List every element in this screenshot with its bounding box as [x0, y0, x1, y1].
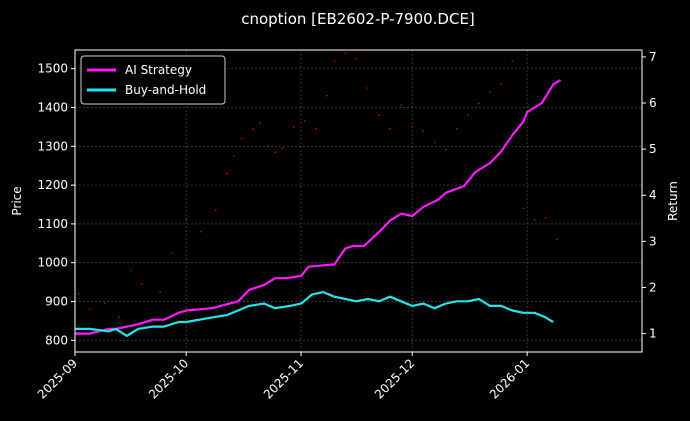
price-point	[118, 316, 121, 318]
price-point	[326, 94, 328, 97]
price-point	[522, 207, 525, 210]
price-point	[159, 290, 162, 293]
series-lines	[75, 79, 562, 337]
series-line-buy-and-hold	[75, 291, 554, 337]
legend-label-buy-and-hold: Buy-and-Hold	[125, 83, 206, 97]
price-point	[455, 127, 458, 130]
price-point	[400, 104, 403, 107]
price-point	[303, 120, 306, 122]
price-point	[366, 87, 369, 89]
y2-tick-label: 5	[649, 142, 657, 156]
price-point	[226, 172, 228, 175]
price-point	[444, 149, 447, 152]
y2-tick-label: 2	[649, 280, 657, 294]
y2-tick-label: 7	[649, 50, 657, 64]
price-point	[233, 155, 236, 157]
price-point	[140, 283, 143, 285]
price-point	[533, 219, 536, 221]
price-point	[466, 114, 469, 117]
price-point	[422, 129, 425, 132]
price-point	[170, 252, 173, 254]
price-point	[544, 217, 547, 219]
y-axis-right: 1 2 3 4 5 6 7	[642, 50, 657, 341]
price-point	[274, 151, 277, 153]
price-point	[88, 308, 91, 311]
price-point	[344, 52, 347, 55]
y2-tick-label: 3	[649, 234, 657, 248]
price-point	[489, 91, 491, 93]
price-point	[333, 59, 336, 62]
price-point	[377, 114, 380, 117]
price-point	[500, 83, 503, 86]
price-point	[411, 125, 414, 128]
price-point	[478, 102, 480, 105]
y2-axis-label: Return	[666, 181, 680, 221]
plot-frame	[74, 49, 643, 353]
y-tick-label: 800	[45, 333, 68, 347]
price-point	[77, 292, 80, 295]
y-tick-label: 1500	[37, 62, 68, 76]
y2-tick-label: 4	[649, 188, 657, 202]
y-axis-label: Price	[10, 186, 24, 215]
y-tick-label: 1000	[37, 256, 68, 270]
chart-title: cnoption [EB2602-P-7900.DCE]	[241, 10, 475, 28]
y-tick-label: 1200	[37, 178, 68, 192]
legend: AI Strategy Buy-and-Hold	[80, 55, 226, 105]
price-point	[292, 125, 295, 128]
grid	[74, 50, 642, 352]
price-point	[251, 127, 254, 130]
series-line-ai-strategy	[75, 79, 562, 335]
price-point	[240, 137, 243, 140]
y2-tick-label: 1	[649, 327, 657, 341]
y2-tick-label: 6	[649, 96, 657, 110]
price-point	[389, 127, 391, 130]
y-axis-left: 800 900 1000 1100 1200 1300 1400 1500	[37, 62, 75, 347]
legend-box	[80, 55, 226, 105]
price-point	[103, 302, 106, 305]
y-tick-label: 1400	[37, 100, 68, 114]
price-point	[185, 219, 188, 221]
price-point	[511, 59, 514, 62]
price-dots	[77, 52, 558, 318]
price-point	[433, 141, 436, 144]
y-tick-label: 1300	[37, 139, 68, 153]
price-point	[555, 238, 558, 241]
price-point	[259, 122, 262, 124]
price-point	[129, 269, 132, 272]
y-tick-label: 1100	[37, 217, 68, 231]
price-point	[314, 127, 317, 130]
price-point	[200, 230, 202, 233]
price-point	[355, 58, 358, 60]
legend-label-ai-strategy: AI Strategy	[125, 63, 192, 77]
price-point	[214, 209, 217, 212]
price-point	[266, 145, 269, 148]
price-point	[281, 147, 284, 150]
y-tick-label: 900	[45, 295, 68, 309]
